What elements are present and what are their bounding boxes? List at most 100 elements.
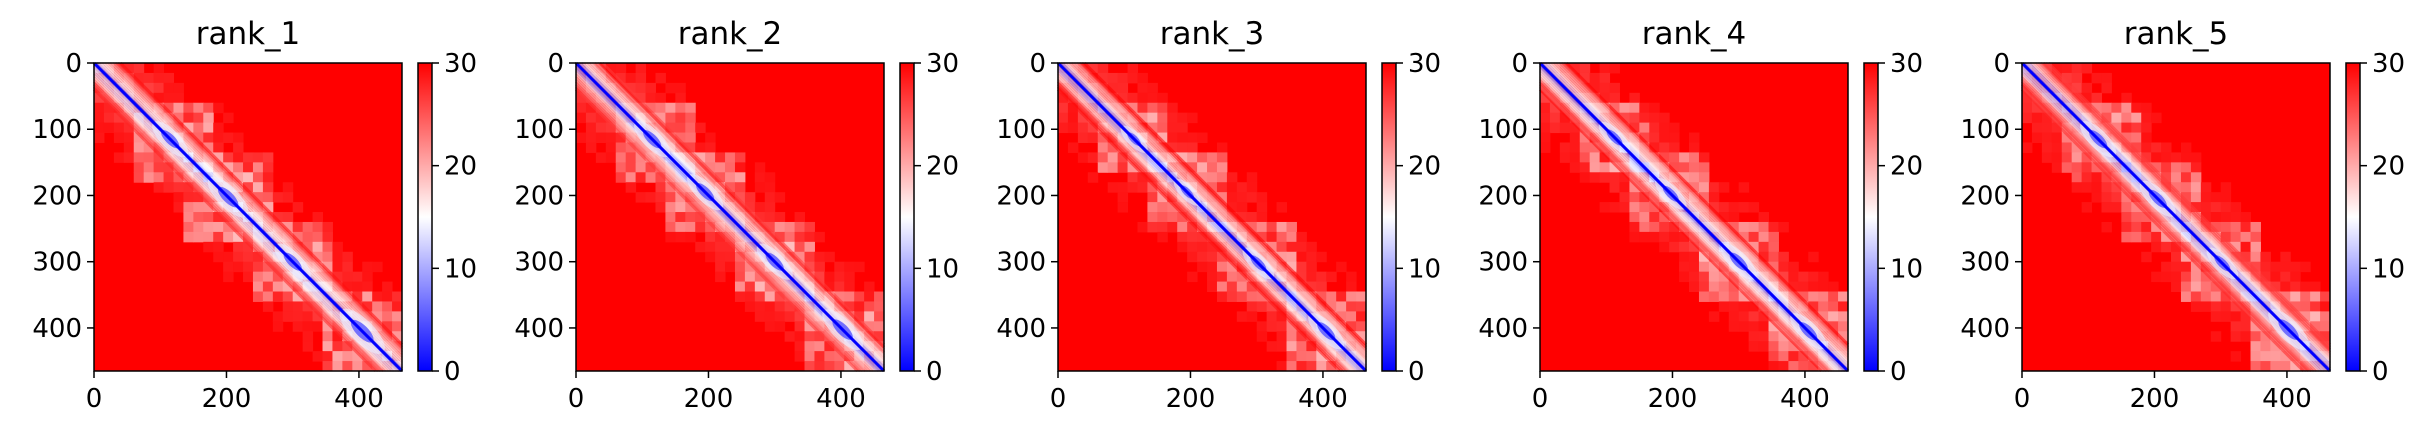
heatmap-cell <box>262 182 274 193</box>
heatmap-cell <box>1157 102 1168 114</box>
heatmap-cell <box>1107 142 1119 153</box>
heatmap-cell <box>625 182 637 193</box>
heatmap-cell <box>1540 92 1551 104</box>
heatmap-cell <box>372 311 383 322</box>
heatmap-cell <box>173 92 184 104</box>
heatmap-cell <box>252 172 264 183</box>
heatmap-cell <box>2190 271 2202 283</box>
heatmap-cell <box>163 182 174 193</box>
heatmap-cell <box>2151 241 2162 253</box>
heatmap-cell <box>1599 172 1611 183</box>
heatmap-cell <box>332 341 343 352</box>
heatmap-cell <box>2210 301 2222 312</box>
heatmap-cell <box>715 231 726 243</box>
heatmap-cell <box>1748 241 1760 253</box>
heatmap-cell <box>2240 251 2252 263</box>
heatmap-cell <box>213 122 224 134</box>
heatmap-cell <box>1808 301 1819 312</box>
heatmap-cell <box>1286 331 1297 342</box>
heatmap-cell <box>2210 291 2222 302</box>
heatmap-cell <box>1157 132 1168 143</box>
heatmap-cell <box>1649 132 1660 143</box>
heatmap-cell <box>1698 291 1710 302</box>
heatmap-cell <box>685 142 696 153</box>
y-tick-label: 0 <box>547 49 564 79</box>
heatmap-cell <box>1689 172 1700 183</box>
heatmap-cell <box>1808 251 1819 263</box>
heatmap-cell <box>1718 182 1730 193</box>
heatmap-cell <box>1728 321 1740 332</box>
heatmap-cell <box>252 261 264 273</box>
heatmap-cell <box>1818 271 1829 283</box>
plot-frame <box>2021 62 2331 372</box>
heatmap-cell <box>1758 251 1770 263</box>
heatmap-cell <box>262 152 274 163</box>
heatmap-cell <box>2230 231 2242 243</box>
heatmap-cell <box>1177 142 1188 153</box>
colorbar-tick-label: 10 <box>926 254 959 284</box>
heatmap-cell <box>1256 231 1268 243</box>
heatmap-cell <box>133 63 145 74</box>
heatmap-cell <box>2190 301 2202 312</box>
heatmap-cell <box>665 122 676 134</box>
heatmap-cell <box>844 281 855 293</box>
heatmap-cell <box>1609 182 1620 193</box>
heatmap-cell <box>262 301 274 312</box>
heatmap-cell <box>685 202 696 213</box>
heatmap-cell <box>1659 142 1670 153</box>
heatmap-cell <box>804 361 815 372</box>
heatmap-cell <box>1689 162 1700 173</box>
x-tick-label: 0 <box>568 384 585 414</box>
heatmap-cell <box>824 271 835 283</box>
heatmap-cell <box>2270 261 2281 273</box>
heatmap-cell <box>605 142 617 153</box>
heatmap-cell <box>382 311 393 322</box>
heatmap-cell <box>754 301 766 312</box>
heatmap-cell <box>1286 261 1297 273</box>
heatmap-cell <box>233 142 244 153</box>
heatmap-cell <box>1579 172 1591 183</box>
heatmap-cell <box>1276 321 1288 332</box>
heatmap-cell <box>734 291 746 302</box>
heatmap-cell <box>1216 281 1228 293</box>
heatmap-cell <box>1276 251 1288 263</box>
heatmap-cell <box>1346 281 1357 293</box>
heatmap-cell <box>734 182 746 193</box>
heatmap-cell <box>1768 261 1779 273</box>
heatmap-cell <box>2071 162 2083 173</box>
heatmap-cell <box>1346 301 1357 312</box>
heatmap-cell <box>2240 321 2252 332</box>
heatmap-cell <box>1569 63 1581 74</box>
heatmap-cell <box>1107 82 1119 94</box>
heatmap-cell <box>2081 182 2093 193</box>
heatmap-cell <box>655 102 666 114</box>
heatmap-cell <box>1540 142 1551 153</box>
heatmap-cell <box>2320 291 2331 302</box>
heatmap-cell <box>754 311 766 322</box>
heatmap-cell <box>1788 271 1799 283</box>
heatmap-cell <box>2300 261 2311 273</box>
heatmap-cell <box>1728 291 1740 302</box>
heatmap-cell <box>223 132 234 143</box>
heatmap-cell <box>362 281 373 293</box>
plot-frame <box>1057 62 1367 372</box>
diagonal-band <box>1078 61 1368 351</box>
heatmap-cell <box>635 162 647 173</box>
heatmap-cell <box>2111 122 2122 134</box>
heatmap-cell <box>2240 311 2252 322</box>
heatmap-cell <box>1246 221 1258 233</box>
heatmap-cell <box>1788 261 1799 273</box>
heatmap-cell <box>2101 72 2112 84</box>
heatmap-cells <box>574 61 886 373</box>
plot-frame <box>93 62 403 372</box>
heatmap-cell <box>1778 261 1789 273</box>
heatmap-cell <box>1167 132 1178 143</box>
heatmap-cell <box>1838 331 1849 342</box>
heatmap-cell <box>342 261 353 273</box>
heatmap-cell <box>1599 202 1611 213</box>
heatmap-cell <box>1147 182 1158 193</box>
heatmap-cell <box>744 202 756 213</box>
heatmap-cell <box>2180 271 2192 283</box>
heatmap-cell <box>1306 251 1317 263</box>
heatmap-cell <box>2300 291 2311 302</box>
